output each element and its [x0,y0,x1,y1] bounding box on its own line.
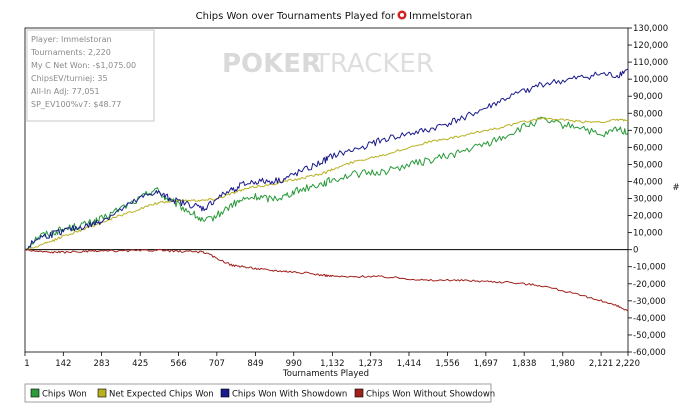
y-tick-label: 110,000 [633,58,668,68]
info-player: Player: Immelstoran [31,35,112,44]
legend-label-net-expected: Net Expected Chips Won [109,390,214,400]
x-tick-label: 425 [132,359,148,369]
x-axis-label: Tournaments Played [282,369,369,379]
watermark-tracker: TRACKER [313,49,434,79]
y-tick-label: 90,000 [633,92,663,102]
y-tick-label: -30,000 [633,297,666,307]
series-line-chips-won-with-showdown [24,68,629,251]
series-line-net-expected-chips-won [24,117,629,251]
y-tick-label: -20,000 [633,280,666,290]
series-line-chips-won-without-showdown [24,248,629,312]
y-tick-label: 60,000 [633,143,663,153]
y-axis-label: # [672,183,679,193]
x-tick-label: 1,132 [320,359,344,369]
series-line-chips-won [24,116,629,251]
chart-title-player: Immelstoran [409,11,472,22]
legend-swatch-net-expected [97,388,107,398]
x-tick-label: 849 [247,359,263,369]
info-net-won: My C Net Won: -$1,075.00 [31,61,136,70]
legend-label-without-showdown: Chips Won Without Showdown [366,390,495,400]
y-tick-label: 10,000 [633,229,663,239]
info-tournaments: Tournaments: 2,220 [30,48,111,57]
legend-label-chips-won: Chips Won [42,390,87,400]
x-tick-label: 2,220 [616,359,640,369]
x-tick-label: 1,697 [474,359,498,369]
watermark-poker: POKER [222,49,321,79]
y-tick-label: 130,000 [633,24,668,34]
y-tick-label: 50,000 [633,160,663,170]
y-tick-label: 0 [633,246,638,256]
x-tick-label: 2,121 [589,359,613,369]
x-tick-label: 707 [209,359,225,369]
legend-label-with-showdown: Chips Won With Showdown [232,390,347,400]
x-tick-label: 1,556 [435,359,459,369]
y-tick-label: -40,000 [633,314,666,324]
x-tick-label: 1 [24,359,29,369]
y-tick-label: 40,000 [633,177,663,187]
y-tick-label: 120,000 [633,41,668,51]
x-tick-label: 1,273 [358,359,382,369]
x-tick-label: 1,980 [551,359,575,369]
x-tick-label: 142 [55,359,71,369]
poker-chip-icon [397,10,407,20]
y-tick-label: 20,000 [633,212,663,222]
chart-title: Chips Won over Tournaments Played for [196,11,396,22]
info-allin-adj: All-In Adj: 77,051 [31,87,100,96]
x-tick-label: 1,838 [512,359,536,369]
x-tick-label: 283 [94,359,110,369]
y-tick-label: 30,000 [633,195,663,205]
y-tick-label: 100,000 [633,75,668,85]
x-tick-label: 990 [286,359,302,369]
legend-swatch-with-showdown [220,388,230,398]
legend-swatch-without-showdown [354,388,364,398]
info-sp-ev: SP_EV100%v7: $48.77 [31,100,121,109]
legend: Chips Won Net Expected Chips Won Chips W… [24,383,495,403]
x-tick-label: 1,414 [397,359,421,369]
x-tick-label: 566 [170,359,186,369]
info-chips-ev: ChipsEV/turniej: 35 [31,74,108,83]
info-box: Player: Immelstoran Tournaments: 2,220 M… [26,29,155,122]
legend-swatch-chips-won [30,388,40,398]
y-tick-label: -10,000 [633,263,666,273]
y-tick-label: 70,000 [633,126,663,136]
y-tick-label: -50,000 [633,331,666,341]
y-tick-label: -60,000 [633,348,666,358]
y-tick-label: 80,000 [633,109,663,119]
